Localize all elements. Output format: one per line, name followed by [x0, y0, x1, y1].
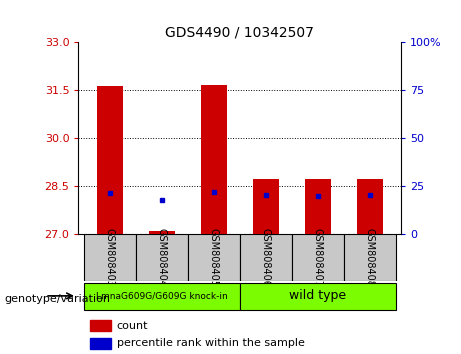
Bar [90, 338, 111, 349]
Text: genotype/variation: genotype/variation [5, 294, 111, 304]
Text: GSM808406: GSM808406 [261, 228, 271, 287]
Bar [201, 86, 227, 234]
Bar [240, 234, 292, 281]
Bar [188, 234, 240, 281]
Text: LmnaG609G/G609G knock-in: LmnaG609G/G609G knock-in [96, 291, 228, 301]
Bar [240, 283, 396, 310]
Bar [90, 320, 111, 331]
Bar [292, 234, 344, 281]
Text: GSM808407: GSM808407 [313, 228, 323, 287]
Text: wild type: wild type [289, 289, 346, 302]
Text: GSM808404: GSM808404 [157, 228, 166, 287]
Bar [357, 179, 383, 234]
Text: percentile rank within the sample: percentile rank within the sample [117, 338, 305, 348]
Bar [83, 283, 240, 310]
Text: GSM808408: GSM808408 [365, 228, 375, 287]
Bar [97, 86, 123, 234]
Bar [253, 179, 279, 234]
Text: count: count [117, 321, 148, 331]
Bar [83, 234, 136, 281]
Bar [305, 179, 331, 234]
Bar [344, 234, 396, 281]
Title: GDS4490 / 10342507: GDS4490 / 10342507 [165, 26, 314, 40]
Text: GSM808403: GSM808403 [105, 228, 115, 287]
Text: GSM808405: GSM808405 [209, 228, 219, 287]
Bar [136, 234, 188, 281]
Bar [148, 231, 175, 234]
